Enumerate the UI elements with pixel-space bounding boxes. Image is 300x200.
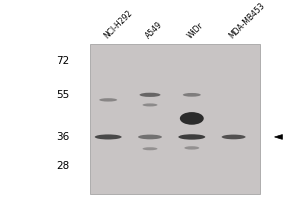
- Text: WiDr: WiDr: [185, 21, 205, 41]
- Text: NCI-H292: NCI-H292: [102, 9, 134, 41]
- Ellipse shape: [95, 134, 122, 139]
- Ellipse shape: [184, 146, 199, 150]
- Text: 28: 28: [56, 161, 69, 171]
- Text: 72: 72: [56, 56, 69, 66]
- Text: 36: 36: [56, 132, 69, 142]
- Text: MDA-MB453: MDA-MB453: [227, 2, 267, 41]
- Ellipse shape: [142, 147, 158, 150]
- Ellipse shape: [180, 112, 204, 125]
- Ellipse shape: [178, 134, 205, 140]
- Polygon shape: [274, 135, 282, 139]
- Text: 55: 55: [56, 90, 69, 100]
- Ellipse shape: [142, 103, 158, 106]
- Text: A549: A549: [144, 20, 164, 41]
- Bar: [90, 44, 260, 194]
- Ellipse shape: [99, 98, 117, 102]
- Ellipse shape: [183, 93, 201, 97]
- Ellipse shape: [140, 93, 160, 97]
- Ellipse shape: [222, 135, 246, 139]
- Ellipse shape: [138, 135, 162, 139]
